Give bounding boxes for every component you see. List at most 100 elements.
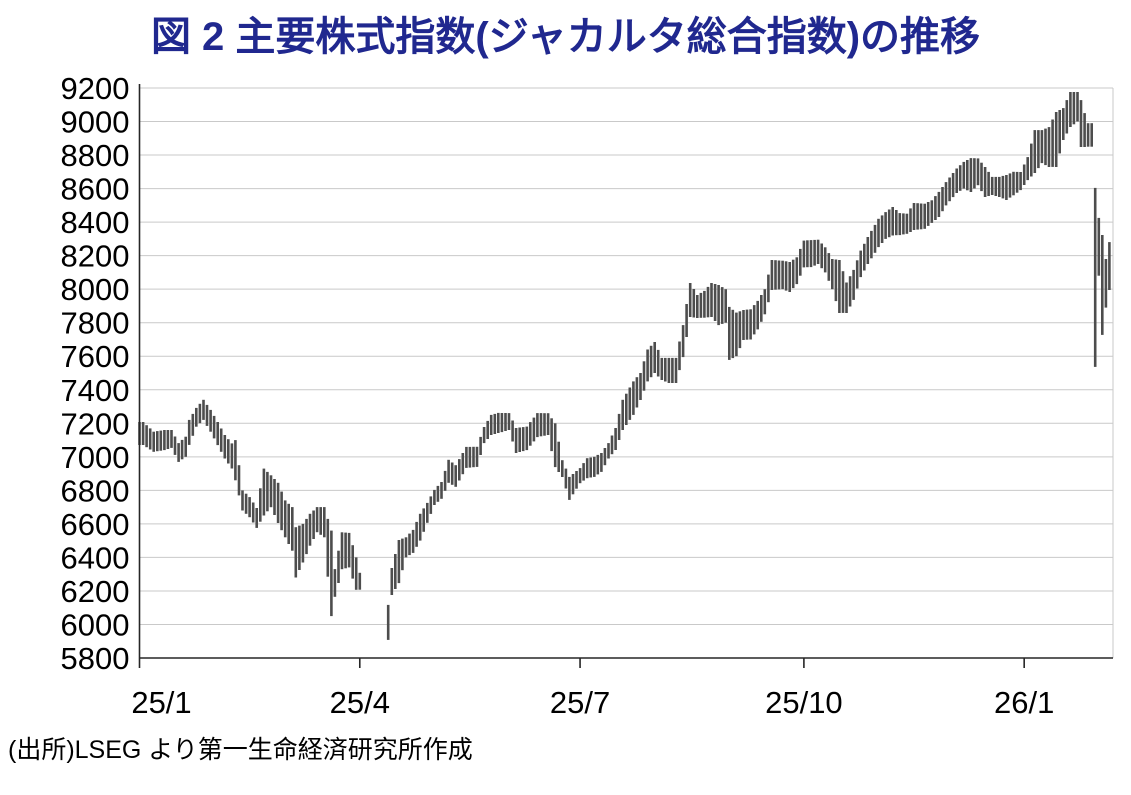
price-bar <box>660 357 664 380</box>
price-bar <box>397 540 401 584</box>
y-tick-label: 8200 <box>61 239 130 274</box>
price-bar <box>241 490 244 511</box>
price-bar <box>926 202 930 226</box>
price-bar <box>706 286 710 318</box>
price-bar <box>610 435 614 455</box>
price-bar <box>209 409 212 432</box>
price-bar <box>1044 128 1047 166</box>
y-tick-label: 8000 <box>61 272 130 307</box>
price-bar <box>159 430 163 451</box>
price-bar <box>710 283 713 317</box>
price-bar <box>550 418 553 452</box>
price-bar <box>688 283 692 317</box>
price-bar <box>891 207 894 236</box>
price-bar <box>184 436 187 457</box>
price-bar <box>330 530 333 617</box>
price-bar <box>1108 242 1111 290</box>
price-bar <box>468 446 472 468</box>
price-bar <box>632 381 635 415</box>
price-bar <box>521 427 525 452</box>
price-bar <box>386 604 390 640</box>
price-bar <box>902 213 905 235</box>
price-bar <box>614 428 617 450</box>
price-bar <box>969 158 973 192</box>
price-bar <box>774 260 777 290</box>
y-tick-label: 9200 <box>61 71 130 106</box>
price-bar <box>625 393 628 425</box>
price-bar <box>806 240 809 268</box>
price-bar <box>671 357 674 383</box>
price-bar <box>298 525 301 570</box>
price-bar <box>148 428 152 450</box>
price-bar <box>251 502 255 523</box>
y-tick-label: 5800 <box>61 641 130 676</box>
price-bar <box>418 513 422 541</box>
price-bar <box>1008 173 1012 198</box>
price-bar <box>791 259 795 289</box>
price-bar <box>205 404 209 426</box>
price-bar <box>202 399 205 420</box>
price-bar <box>607 443 610 459</box>
y-tick-label: 8600 <box>61 172 130 207</box>
price-bar <box>180 439 184 460</box>
price-bar <box>351 545 354 579</box>
price-bar <box>905 213 909 234</box>
price-bar <box>934 196 937 220</box>
price-bar <box>1005 175 1008 200</box>
y-tick-label: 6200 <box>61 574 130 609</box>
price-bar <box>983 167 987 197</box>
price-bar <box>536 413 539 438</box>
price-bar <box>443 470 447 491</box>
price-bar <box>230 443 234 469</box>
price-bar <box>1022 164 1026 185</box>
price-bar <box>1093 187 1097 367</box>
price-bar <box>1062 108 1065 140</box>
price-bar <box>781 260 784 290</box>
price-bar <box>596 454 600 475</box>
price-bar <box>916 203 919 230</box>
price-bar <box>479 436 482 455</box>
price-bar <box>966 160 969 191</box>
price-bar <box>603 448 607 466</box>
x-tick-label: 25/4 <box>330 685 390 720</box>
price-bar <box>696 295 699 318</box>
price-bar <box>1047 127 1051 167</box>
price-bar <box>667 357 671 383</box>
price-bar <box>482 427 486 444</box>
price-bar <box>720 287 724 324</box>
price-bar <box>216 422 219 446</box>
price-bar <box>1065 100 1069 134</box>
y-tick-label: 6600 <box>61 507 130 542</box>
price-bar <box>152 431 155 452</box>
price-bar <box>227 439 230 464</box>
price-bar <box>884 212 887 239</box>
price-bar <box>198 403 202 424</box>
price-bar <box>820 243 823 269</box>
price-bar <box>617 413 621 440</box>
price-bar <box>1019 172 1022 191</box>
price-bar <box>347 532 351 568</box>
price-bar <box>415 521 418 547</box>
price-bar <box>1001 175 1005 199</box>
price-bar <box>621 399 624 430</box>
price-bar <box>1037 130 1040 169</box>
price-bar <box>568 476 571 500</box>
price-bar <box>980 162 983 192</box>
price-bar <box>841 271 845 313</box>
price-bar <box>170 430 173 448</box>
price-bar <box>955 168 958 193</box>
price-bar <box>944 182 948 206</box>
price-bar <box>539 413 543 437</box>
price-bar <box>173 436 177 455</box>
price-bar <box>770 260 774 290</box>
price-bar <box>564 468 568 489</box>
price-bar <box>458 459 461 481</box>
price-bar <box>703 290 706 318</box>
price-bar <box>337 550 340 583</box>
price-bar <box>461 453 465 475</box>
price-bar <box>426 502 429 523</box>
price-bar <box>223 435 227 459</box>
price-bar <box>255 508 258 528</box>
